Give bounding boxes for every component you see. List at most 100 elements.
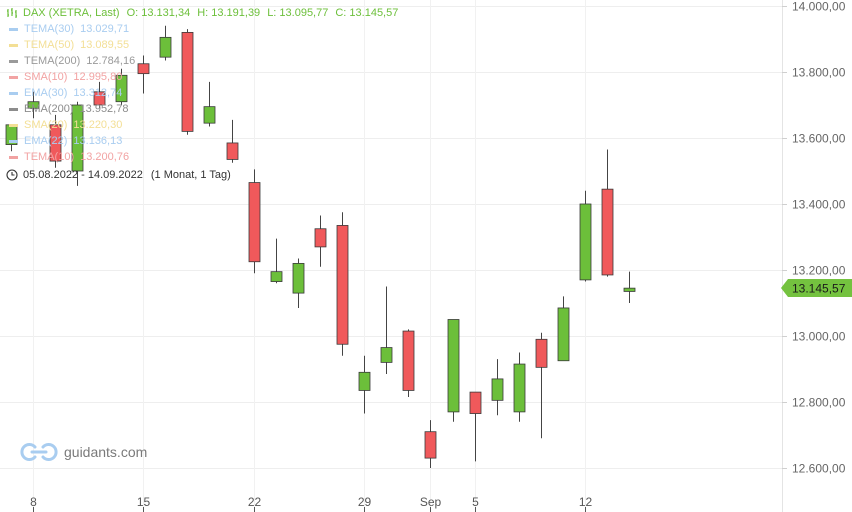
instrument-name: DAX (XETRA, Last) [23,7,120,19]
indicator-swatch [9,91,18,95]
indicator-value: 13.200,76 [80,151,130,163]
candle-body-down [226,142,239,160]
indicator-row[interactable]: TEMA(200) 12.784,16 [6,53,405,69]
candle[interactable] [292,258,305,308]
candle[interactable] [226,119,239,163]
candle[interactable] [380,286,393,374]
candle[interactable] [579,190,592,282]
indicator-swatch [9,27,18,31]
candle[interactable] [115,68,128,105]
chart-legend: DAX (XETRA, Last) O: 13.131,34 H: 13.191… [6,5,405,183]
price-tick-label: 13.000,00 [792,330,846,344]
candle[interactable] [491,359,504,416]
candle[interactable] [159,25,172,61]
indicator-value: 13.089,55 [80,39,130,51]
indicator-list: TEMA(30) 13.029,71 TEMA(50) 13.089,55 TEMA(2… [6,21,405,165]
date-range: 05.08.2022 - 14.09.2022 (1 Monat, 1 Tag) [6,167,405,183]
candle-body-up [115,74,128,103]
candle[interactable] [93,81,106,109]
time-tick-label: Sep [420,495,442,509]
candle[interactable] [557,296,570,362]
candle[interactable] [447,319,460,422]
price-axis[interactable]: 14.000,00 13.800,00 13.600,00 13.400,00 13.2… [781,0,852,512]
candle[interactable] [248,169,261,274]
candle[interactable] [270,238,283,284]
candle[interactable] [513,352,526,422]
candle-body-down [601,188,614,276]
ohlc-bars-icon [7,8,17,18]
indicator-name: TEMA(200) [24,55,81,67]
price-tick-label: 13.400,00 [792,198,846,212]
candle-body-up [579,203,592,281]
indicator-row[interactable]: TEMA(30) 13.029,71 [6,21,405,37]
candle-body-down [469,391,482,414]
indicator-row[interactable]: SMA(10) 12.995,80 [6,69,405,85]
indicator-row[interactable]: SMA(20) 13.220,30 [6,117,405,133]
indicator-row[interactable]: TEMA(10) 13.200,76 [6,149,405,165]
indicator-value: 12.784,16 [86,55,136,67]
time-axis[interactable]: 8 15 22 29 Sep 5 12 [30,495,592,512]
indicator-row[interactable]: EMA(200) 13.952,78 [6,101,405,117]
price-tick-label: 12.800,00 [792,396,846,410]
indicator-name: SMA(20) [24,119,68,131]
indicator-swatch [9,59,18,63]
indicator-value: 12.995,80 [73,71,123,83]
close-value: C: 13.145,57 [335,7,399,19]
candle[interactable] [137,55,150,94]
candle[interactable] [623,271,636,303]
low-value: L: 13.095,77 [267,7,329,19]
candle[interactable] [71,101,84,186]
candle-body-down [49,124,62,162]
candle[interactable] [535,332,548,439]
last-price-label: 13.145,57 [792,281,846,295]
candles [5,25,636,468]
indicator-swatch [9,155,18,159]
last-price-tag: 13.145,57 [781,278,852,297]
candle-body-up [447,319,460,413]
indicator-name: EMA(30) [24,87,68,99]
price-tick-label: 14.000,00 [792,0,846,14]
indicator-swatch [9,123,18,127]
candle[interactable] [358,355,371,414]
candle-body-down [137,63,150,75]
candle-body-up [270,271,283,282]
indicator-value: 13.952,78 [79,103,129,115]
time-tick-label: 8 [30,495,37,509]
indicator-row[interactable]: EMA(22) 13.136,13 [6,133,405,149]
time-tick-label: 15 [137,495,151,509]
candle[interactable] [203,81,216,127]
candle[interactable] [424,420,437,468]
indicator-value: 13.220,30 [73,119,123,131]
candle-body-down [424,431,437,459]
candle[interactable] [601,149,614,277]
indicator-swatch [9,139,18,143]
ohlc-header: DAX (XETRA, Last) O: 13.131,34 H: 13.191… [6,5,405,21]
candle-body-down [248,182,261,263]
indicator-name: EMA(22) [24,135,68,147]
candle[interactable] [27,91,40,119]
candle-body-up [513,363,526,413]
candle-body-up [292,262,305,294]
candle-body-down [402,330,415,391]
time-tick-label: 29 [358,495,372,509]
open-value: O: 13.131,34 [126,7,191,19]
indicator-row[interactable]: EMA(30) 13.312,74 [6,85,405,101]
guidants-logo-icon [20,443,58,461]
candle[interactable] [49,114,62,168]
price-tick-label: 13.600,00 [792,132,846,146]
candle[interactable] [314,215,327,267]
indicator-name: SMA(10) [24,71,68,83]
indicator-swatch [9,107,18,111]
candle-body-up [491,378,504,401]
candle[interactable] [469,391,482,462]
candle-body-up [380,347,393,363]
indicator-row[interactable]: TEMA(50) 13.089,55 [6,37,405,53]
brand-name: guidants.com [64,444,148,460]
candle-body-up [27,101,40,109]
candle[interactable] [181,29,194,135]
candle[interactable] [336,212,349,356]
date-range-text: 05.08.2022 - 14.09.2022 [23,169,143,181]
candle[interactable] [402,329,415,398]
